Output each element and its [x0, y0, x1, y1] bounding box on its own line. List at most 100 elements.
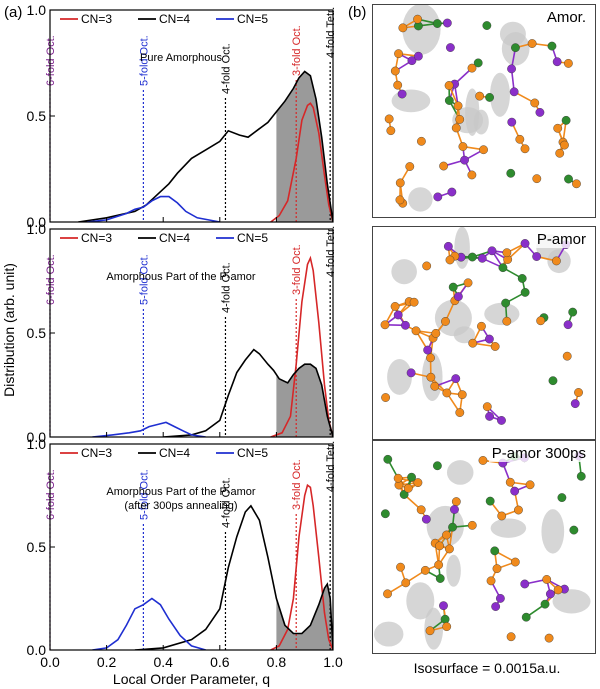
- y-tick-label: 0.5: [27, 108, 47, 124]
- atom: [407, 56, 417, 66]
- series-line-CN4: [134, 504, 333, 650]
- atom: [455, 408, 465, 417]
- atom: [380, 509, 390, 519]
- atom: [475, 91, 485, 101]
- panel-label-b: (b): [348, 4, 367, 21]
- y-tick-label: 0.0: [27, 642, 47, 658]
- isosurface-blob: [408, 187, 433, 212]
- atom: [451, 497, 461, 507]
- atom: [399, 490, 409, 499]
- atom: [502, 248, 512, 258]
- atom: [485, 93, 494, 102]
- structure-panel: Amor. P-amor P-amor 300ps: [372, 4, 596, 654]
- atom: [520, 239, 530, 248]
- isosurface-blob: [446, 554, 461, 587]
- atom: [576, 471, 586, 481]
- reference-line-label: 6-fold Oct.: [45, 35, 57, 86]
- atom: [561, 115, 571, 125]
- atom: [568, 307, 578, 317]
- atom: [485, 496, 495, 506]
- structure-label: P-amor 300ps: [488, 445, 589, 462]
- atom: [440, 614, 450, 624]
- atom: [457, 390, 467, 400]
- atom: [507, 117, 517, 127]
- atom: [421, 514, 431, 524]
- atom: [409, 297, 419, 307]
- atom: [570, 399, 580, 409]
- atom: [553, 585, 563, 595]
- atom: [432, 19, 442, 28]
- atom: [487, 246, 497, 256]
- y-tick-label: 1.0: [27, 221, 47, 237]
- atom: [407, 472, 416, 482]
- atom: [532, 252, 542, 261]
- isosurface-blob: [373, 621, 404, 647]
- atom: [492, 564, 502, 574]
- atom: [530, 98, 540, 108]
- atom: [380, 320, 390, 330]
- chart-panel-2: 6-fold Oct. 5-fold Oct. 4-fold Oct. 3-fold …: [27, 221, 338, 445]
- atom: [396, 562, 405, 572]
- reference-line-label: 6-fold Oct.: [45, 469, 57, 520]
- isosurface-blob: [426, 505, 464, 547]
- isosurface-blob: [490, 518, 527, 538]
- series-line-CN5: [92, 597, 206, 650]
- atom: [545, 589, 555, 599]
- panel-subtitle: (after 300ps annealing): [124, 500, 237, 512]
- atom: [444, 96, 454, 105]
- y-tick-label: 0.5: [27, 325, 47, 341]
- atom: [520, 288, 530, 297]
- atom: [441, 317, 450, 326]
- legend-label: CN=4: [159, 231, 190, 245]
- atom: [563, 320, 573, 330]
- atom: [553, 123, 563, 133]
- atom: [511, 43, 520, 53]
- series-line-CN5: [86, 195, 220, 222]
- structure-view-1: Amor.: [372, 4, 596, 218]
- atom: [397, 89, 407, 99]
- atom: [555, 148, 565, 158]
- atom: [574, 388, 583, 397]
- atom-render: [384, 5, 581, 212]
- atom: [514, 505, 523, 515]
- atom: [501, 298, 511, 308]
- atom: [433, 192, 443, 202]
- atom: [467, 520, 477, 530]
- reference-line-label: 3-fold Oct.: [291, 25, 303, 76]
- atom: [395, 178, 405, 188]
- atom: [426, 372, 436, 382]
- isosurface-blob: [402, 5, 441, 55]
- atom: [517, 274, 527, 283]
- series-line-CN3: [270, 255, 333, 437]
- atom: [435, 574, 445, 583]
- reference-line-label: 3-fold Oct.: [291, 244, 303, 295]
- atom: [467, 63, 477, 73]
- atom: [536, 316, 546, 326]
- atom: [425, 626, 435, 636]
- reference-line-label: 6-fold Oct.: [45, 254, 57, 305]
- atom: [443, 241, 453, 251]
- atom: [467, 170, 477, 180]
- x-tick-label: 0.4: [153, 654, 173, 670]
- series-line-CN4: [163, 348, 333, 437]
- atom: [507, 64, 516, 74]
- isosurface-caption: Isosurface = 0.0015a.u.: [413, 660, 561, 676]
- atom: [473, 58, 483, 68]
- reference-line-label: 4-fold Tetr.: [325, 441, 337, 492]
- series-line-CN3: [270, 102, 333, 222]
- atom: [442, 18, 452, 28]
- isosurface-blob: [391, 259, 417, 285]
- structure-view-3: P-amor 300ps: [372, 440, 596, 654]
- atom: [477, 253, 487, 263]
- legend-label: CN=5: [237, 446, 268, 460]
- legend-label: CN=4: [159, 12, 190, 26]
- atom: [393, 310, 403, 320]
- atom: [478, 456, 488, 465]
- atom: [520, 579, 530, 589]
- atom: [435, 541, 444, 551]
- atom: [468, 338, 478, 348]
- atom: [405, 162, 415, 171]
- atom: [525, 480, 535, 490]
- series-line-CN3: [270, 483, 333, 650]
- atom: [486, 576, 496, 586]
